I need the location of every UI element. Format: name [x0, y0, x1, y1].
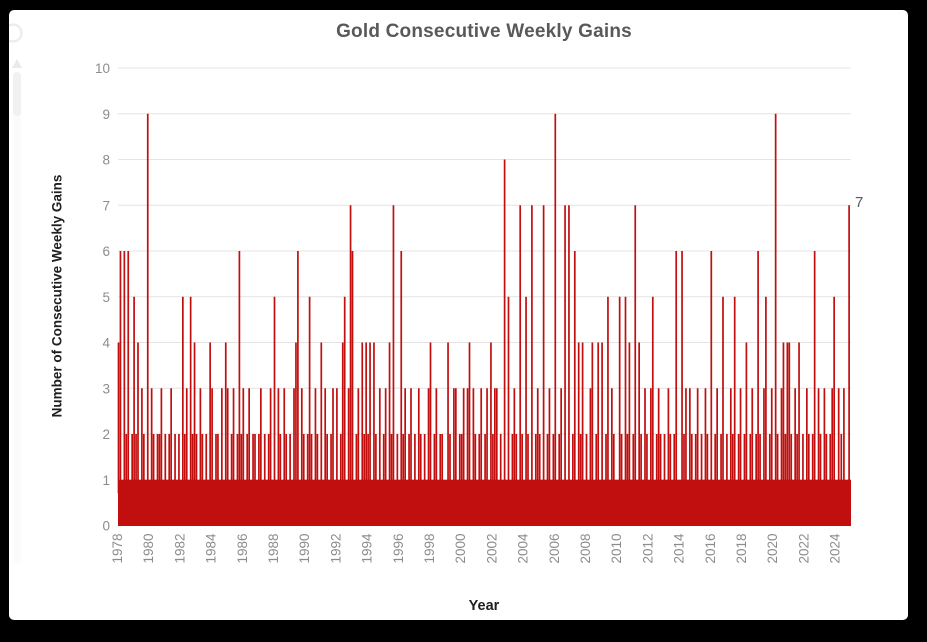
svg-text:2016: 2016 [703, 534, 718, 564]
scrollbar-track[interactable] [13, 72, 21, 564]
gains-bar-chart: 0 1 2 3 4 5 6 7 8 9 10 1978 1980 1982 1984 1986 1988 1990… [95, 61, 851, 564]
last-bar-value-label: 7 [855, 194, 864, 211]
svg-text:1996: 1996 [391, 534, 406, 564]
svg-text:2014: 2014 [672, 533, 687, 564]
svg-text:10: 10 [95, 61, 110, 76]
svg-text:1988: 1988 [266, 534, 281, 564]
svg-text:1982: 1982 [172, 534, 187, 564]
svg-text:0: 0 [102, 519, 110, 534]
svg-text:1990: 1990 [297, 534, 312, 564]
svg-text:5: 5 [102, 290, 110, 305]
svg-text:2000: 2000 [453, 534, 468, 564]
svg-text:6: 6 [102, 244, 110, 259]
svg-text:1980: 1980 [141, 534, 156, 564]
svg-text:1978: 1978 [110, 534, 125, 564]
svg-text:1998: 1998 [422, 534, 437, 564]
svg-text:1: 1 [102, 473, 110, 488]
svg-text:2004: 2004 [516, 533, 531, 564]
svg-text:3: 3 [102, 381, 110, 396]
svg-text:7: 7 [102, 198, 110, 213]
scrollbar-thumb[interactable] [13, 72, 21, 116]
svg-text:2020: 2020 [765, 534, 780, 564]
svg-text:2022: 2022 [796, 534, 811, 564]
svg-text:1994: 1994 [360, 533, 375, 564]
svg-text:2024: 2024 [828, 533, 843, 564]
search-icon [9, 23, 23, 43]
svg-text:4: 4 [102, 336, 110, 351]
svg-text:9: 9 [102, 107, 110, 122]
svg-text:1992: 1992 [328, 534, 343, 564]
svg-text:2: 2 [102, 427, 110, 442]
svg-text:1984: 1984 [204, 533, 219, 564]
svg-text:2002: 2002 [484, 534, 499, 564]
svg-text:2006: 2006 [547, 534, 562, 564]
svg-text:2010: 2010 [609, 534, 624, 564]
svg-text:8: 8 [102, 153, 110, 168]
svg-text:2018: 2018 [734, 534, 749, 564]
scroll-up-icon[interactable] [12, 59, 22, 68]
svg-text:1986: 1986 [235, 534, 250, 564]
chart-panel: Gold Consecutive Weekly Gains Number of … [9, 10, 908, 620]
svg-text:2012: 2012 [640, 534, 655, 564]
x-axis-title: Year [468, 598, 500, 614]
svg-text:2008: 2008 [578, 534, 593, 564]
chart-title: Gold Consecutive Weekly Gains [336, 21, 632, 42]
